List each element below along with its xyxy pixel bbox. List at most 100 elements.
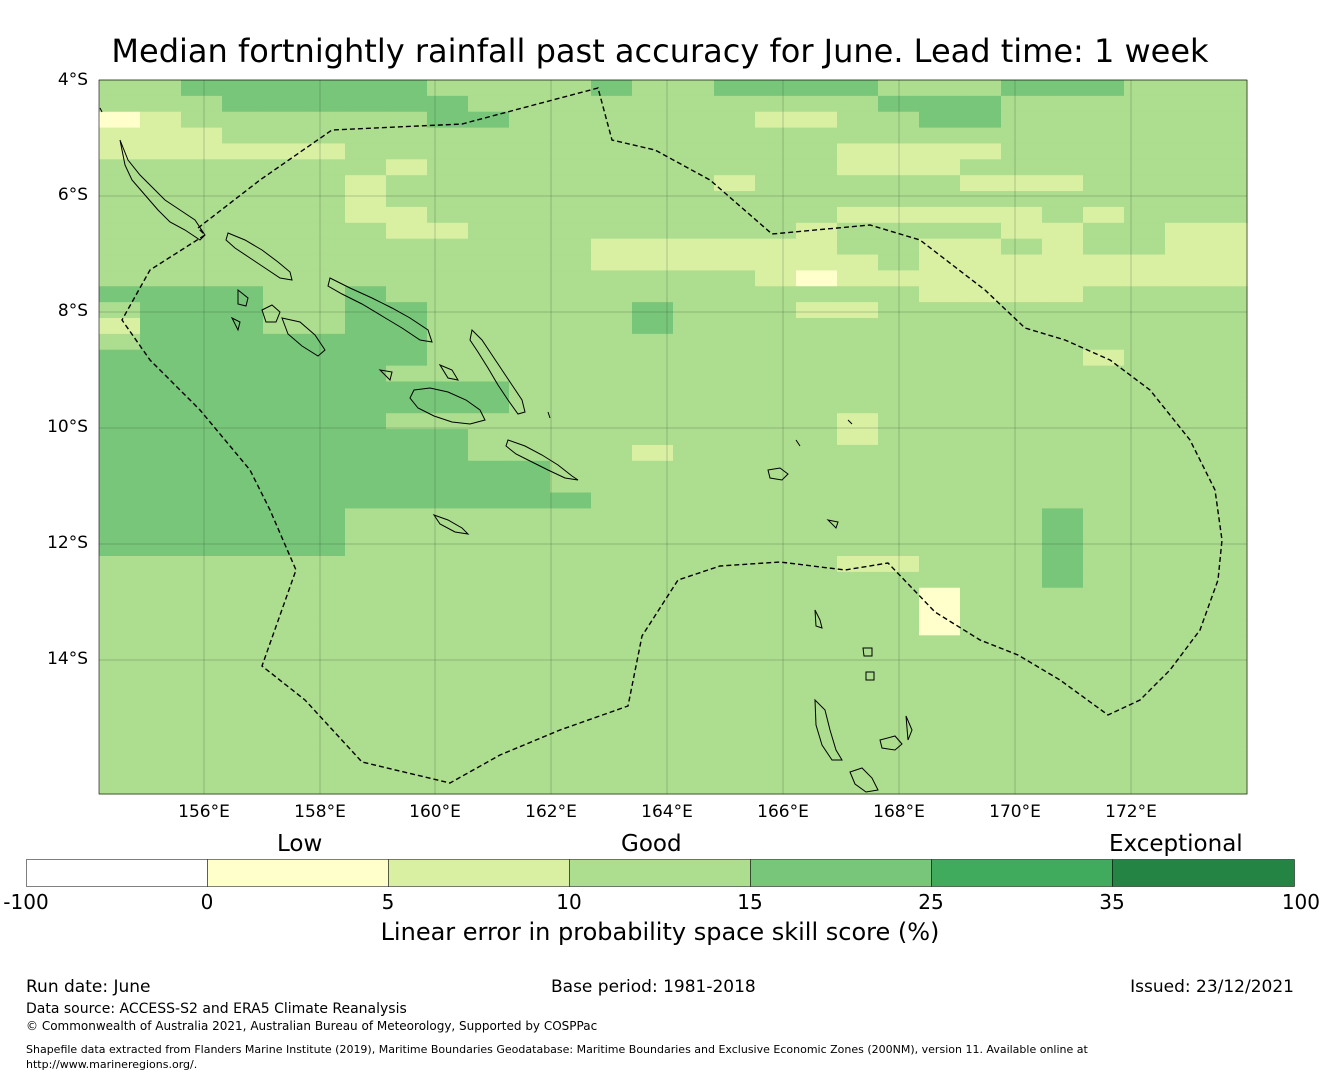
grid-cell xyxy=(632,238,674,256)
grid-cell xyxy=(755,222,797,240)
grid-cell xyxy=(1042,444,1084,462)
grid-cell xyxy=(837,381,879,398)
grid-cell xyxy=(509,381,551,398)
grid-cell xyxy=(1165,476,1207,494)
grid-cell xyxy=(304,778,346,795)
grid-cell xyxy=(591,143,633,160)
grid-cell xyxy=(1165,698,1207,716)
grid-cell xyxy=(550,476,592,494)
grid-cell xyxy=(468,159,510,176)
grid-cell xyxy=(591,127,633,145)
grid-cell xyxy=(550,270,592,287)
grid-cell xyxy=(632,556,674,573)
grid-cell xyxy=(263,492,305,509)
grid-cell xyxy=(796,524,838,541)
grid-cell xyxy=(509,476,551,494)
grid-cell xyxy=(550,746,592,763)
grid-cell xyxy=(263,333,305,351)
grid-cell xyxy=(1042,667,1084,684)
grid-cell xyxy=(1124,635,1166,652)
grid-cell xyxy=(468,191,510,208)
grid-cell xyxy=(960,143,1002,160)
grid-cell xyxy=(755,365,797,383)
grid-cell xyxy=(632,365,674,383)
grid-cell xyxy=(468,730,510,747)
grid-cell xyxy=(263,619,305,636)
grid-cell xyxy=(1206,238,1248,256)
grid-cell xyxy=(1165,381,1207,398)
grid-cell xyxy=(304,175,346,192)
grid-cell xyxy=(1042,460,1084,478)
grid-cell xyxy=(140,746,182,763)
grid-cell xyxy=(960,413,1002,430)
grid-cell xyxy=(550,492,592,509)
grid-cell xyxy=(796,80,838,97)
grid-cell xyxy=(222,476,264,494)
grid-cell xyxy=(1042,413,1084,430)
grid-cell xyxy=(1083,762,1125,779)
grid-cell xyxy=(222,95,264,113)
grid-cell xyxy=(550,333,592,351)
grid-cell xyxy=(919,159,961,176)
grid-cell xyxy=(304,95,346,113)
grid-cell xyxy=(919,95,961,113)
grid-cell xyxy=(837,429,879,446)
grid-cell xyxy=(263,651,305,668)
grid-cell xyxy=(919,397,961,414)
grid-cell xyxy=(837,762,879,779)
grid-cell xyxy=(140,619,182,636)
grid-cell xyxy=(919,476,961,494)
grid-cell xyxy=(468,381,510,398)
grid-cell xyxy=(714,381,756,398)
grid-cell xyxy=(673,619,715,636)
grid-cell xyxy=(181,254,223,271)
grid-cell xyxy=(222,460,264,478)
grid-cell xyxy=(427,254,469,271)
grid-cell xyxy=(140,429,182,446)
grid-cell xyxy=(550,508,592,525)
grid-cell xyxy=(345,429,387,446)
lat-label-4s: 4°S xyxy=(57,70,88,90)
grid-cell xyxy=(632,302,674,319)
grid-cell xyxy=(468,175,510,192)
grid-cell xyxy=(181,682,223,700)
grid-cell xyxy=(181,429,223,446)
grid-cell xyxy=(345,333,387,351)
grid-cell xyxy=(714,159,756,176)
grid-cell xyxy=(304,143,346,160)
grid-cell xyxy=(837,143,879,160)
grid-cell xyxy=(1206,143,1248,160)
grid-cell xyxy=(960,191,1002,208)
grid-cell xyxy=(591,222,633,240)
grid-cell xyxy=(1001,762,1043,779)
grid-cell xyxy=(960,508,1002,525)
grid-cell xyxy=(1083,191,1125,208)
island-malaita xyxy=(469,328,526,415)
grid-cell xyxy=(1001,191,1043,208)
grid-cell xyxy=(714,413,756,430)
grid-cell xyxy=(1083,460,1125,478)
grid-cell xyxy=(919,587,961,605)
grid-cell xyxy=(837,587,879,605)
grid-cell xyxy=(1042,175,1084,192)
grid-cell xyxy=(1206,635,1248,652)
grid-cell xyxy=(1124,682,1166,700)
copyright: © Commonwealth of Australia 2021, Austra… xyxy=(26,1019,598,1033)
grid-cell xyxy=(632,333,674,351)
grid-cell xyxy=(427,397,469,414)
grid-cell xyxy=(181,238,223,256)
grid-cell xyxy=(550,397,592,414)
grid-cell xyxy=(1165,714,1207,732)
grid-cell xyxy=(263,762,305,779)
grid-cell xyxy=(1124,619,1166,636)
grid-cell xyxy=(99,540,141,557)
grid-cell xyxy=(386,492,428,509)
grid-cell xyxy=(1206,413,1248,430)
grid-cell xyxy=(632,222,674,240)
grid-cell xyxy=(99,524,141,541)
grid-cell xyxy=(181,460,223,478)
grid-cell xyxy=(550,111,592,129)
island-banks xyxy=(814,609,875,681)
grid-cell xyxy=(673,286,715,303)
grid-cell xyxy=(304,603,346,621)
